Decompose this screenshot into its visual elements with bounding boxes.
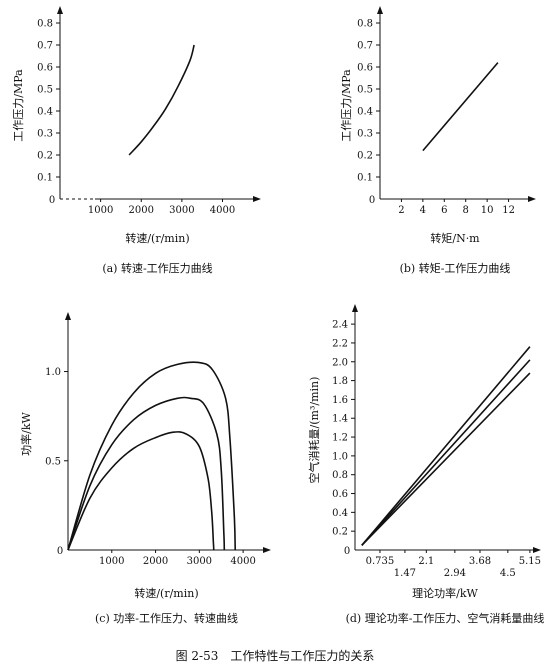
panel-a: 0 0.1 0.2 0.3 0.4 0.5 0.6 0.7 0.8 1000 2000 3000 400… [12,6,261,275]
y-tick-label: 0.4 [37,107,53,118]
y-tick-label: 0.6 [37,63,53,74]
x-tick-label: 3.68 [469,556,491,567]
panel-caption: (a) 转速-工作压力曲线 [102,261,212,275]
x-axis-arrow-icon [528,196,536,202]
y-axis-label: 工作压力/MPa [340,69,353,142]
y-tick-label: 0.4 [357,107,373,118]
y-tick-label: 1.2 [332,433,348,444]
panel-caption: (b) 转矩-工作压力曲线 [400,261,511,275]
panel-b: 0 0.1 0.2 0.3 0.4 0.5 0.6 0.7 0.8 2 4 6 8 10 12 转矩/N·m 工… [340,6,536,275]
y-tick-label: 2.0 [332,357,348,368]
x-tick-label: 2 [398,205,404,216]
y-tick-label: 1.6 [332,395,348,406]
y-tick-label: 0.2 [37,151,53,162]
x-tick-label: 4000 [230,556,255,567]
x-tick-label: 1.47 [394,568,416,579]
y-tick-label: 0.3 [357,129,373,140]
y-tick-label: 1.0 [332,451,348,462]
y-tick-label: 1.8 [332,376,348,387]
panel-c: 0 0.5 1.0 1000 2000 3000 4000 转速/(r/min) 功率/kW (c… [19,312,271,625]
y-tick-label: 0.2 [357,151,373,162]
y-tick-label: 0.7 [357,41,373,52]
y-tick-label: 2.2 [332,338,348,349]
y-tick-label: 0.8 [332,470,348,481]
x-tick-label: 6 [441,205,447,216]
x-tick-label: 1000 [99,556,124,567]
x-axis-label: 转速/(r/min) [134,586,198,600]
y-tick-label: 0.8 [357,19,373,30]
series-line-2 [361,359,531,546]
y-tick-label: 0.3 [37,129,53,140]
series-line-1 [128,44,195,156]
series-line-3 [67,431,215,551]
x-tick-label: 12 [502,205,515,216]
y-axis-arrow-icon [57,6,63,14]
x-tick-label: 2000 [143,556,168,567]
y-axis-label: 工作压力/MPa [12,69,25,142]
x-axis-label: 转矩/N·m [430,231,480,245]
y-tick-label: 0.8 [37,19,53,30]
y-axis-arrow-icon [377,6,383,14]
x-axis-label: 理论功率/kW [412,586,478,600]
x-tick-label: 4000 [210,205,235,216]
y-tick-label: 0.6 [357,63,373,74]
x-axis-arrow-icon [253,196,261,202]
x-axis-label: 转速/(r/min) [125,231,189,245]
panel-caption: (c) 功率-工作压力、转速曲线 [95,611,238,625]
y-tick-label: 0.1 [37,173,53,184]
x-tick-label: 0.735 [366,556,395,567]
y-tick-label: 0.5 [37,85,53,96]
y-tick-label: 0.2 [332,527,348,538]
series-line-3 [361,372,531,546]
origin-label: 0 [369,195,375,206]
y-tick-label: 0.6 [332,489,348,500]
y-tick-label: 1.4 [332,414,348,425]
x-tick-label: 1000 [88,205,113,216]
x-tick-label: 10 [481,205,494,216]
y-tick-label: 2.4 [332,320,348,331]
x-tick-label: 3000 [169,205,194,216]
panel-d: 0 0.2 0.4 0.6 0.8 1.0 1.2 1.4 1.6 1.8 2.0 2.2 2.4 0.7… [307,304,544,625]
x-tick-label: 2.94 [444,568,466,579]
y-axis-label: 空气消耗量/(m³/min) [307,377,321,484]
y-axis-arrow-icon [65,312,71,320]
series-line-1 [361,346,531,546]
y-tick-label: 0.5 [45,456,61,467]
x-axis-arrow-icon [533,547,541,553]
y-tick-label: 1.0 [45,367,61,378]
series-line-1 [67,361,236,551]
series-line-1 [422,62,499,152]
figure-caption: 图 2-53 工作特性与工作压力的关系 [176,648,375,663]
origin-label: 0 [57,546,63,557]
x-tick-label: 3000 [187,556,212,567]
y-tick-label: 0.1 [357,173,373,184]
y-tick-label: 0.5 [357,85,373,96]
x-axis-arrow-icon [263,547,271,553]
y-axis-label: 功率/kW [19,411,33,455]
y-tick-label: 0.7 [37,41,53,52]
x-tick-label: 4.5 [500,568,516,579]
origin-label: 0 [49,195,55,206]
x-tick-label: 2.1 [418,556,434,567]
series-line-2 [67,396,226,551]
panel-caption: (d) 理论功率-工作压力、空气消耗量曲线 [346,611,545,625]
origin-label: 0 [344,546,350,557]
x-tick-label: 4 [420,205,426,216]
y-axis-arrow-icon [352,304,358,312]
y-tick-label: 0.4 [332,508,348,519]
x-tick-label: 2000 [129,205,154,216]
x-tick-label: 8 [463,205,469,216]
x-tick-label: 5.15 [519,556,541,567]
